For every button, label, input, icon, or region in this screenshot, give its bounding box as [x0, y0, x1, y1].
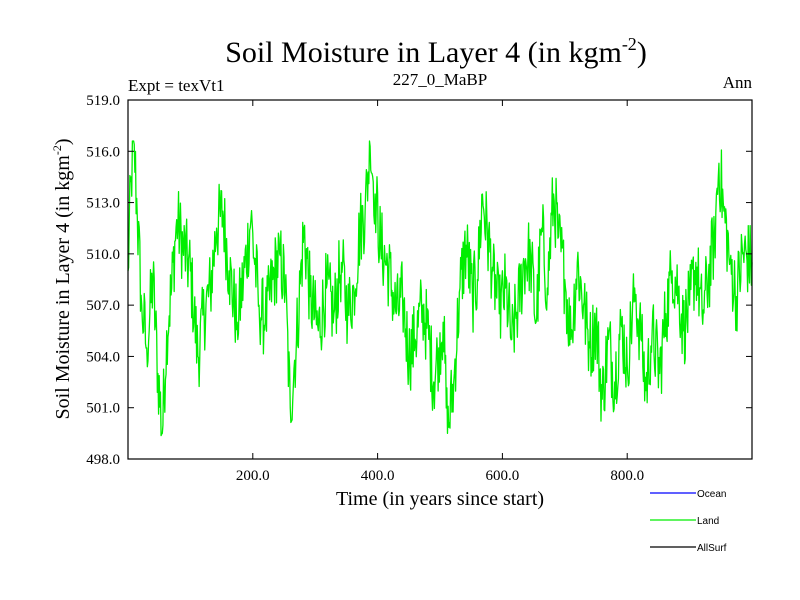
subtitle-season: Ann: [723, 73, 753, 92]
y-tick-label: 513.0: [86, 196, 120, 212]
series-line-land: [127, 140, 753, 437]
y-tick-label: 519.0: [86, 93, 120, 109]
y-axis-ticks: 498.0 501.0 504.0 507.0 510.0 513.0 516.0 519.0: [86, 93, 752, 468]
plot-frame: [127, 99, 753, 460]
chart-title-superscript: -2: [622, 34, 637, 54]
x-axis-ticks: 200.0 400.0 600.0 800.0: [236, 100, 644, 484]
y-tick-label: 507.0: [86, 298, 120, 314]
legend-label-allsurf: AllSurf: [697, 543, 727, 554]
y-tick-label: 501.0: [86, 401, 120, 417]
x-tick-label: 200.0: [236, 468, 270, 484]
subtitle-period: 227_0_MaBP: [393, 70, 487, 89]
legend: Ocean Land AllSurf: [650, 489, 727, 554]
legend-label-ocean: Ocean: [697, 489, 726, 500]
y-axis-label-superscript: -2: [50, 145, 64, 155]
y-axis-label: Soil Moisture in Layer 4 (in kgm-2): [50, 138, 74, 419]
x-tick-label: 600.0: [486, 468, 520, 484]
y-tick-label: 516.0: [86, 144, 120, 160]
y-tick-label: 510.0: [86, 247, 120, 263]
y-tick-label: 504.0: [86, 349, 120, 365]
chart-title: Soil Moisture in Layer 4 (in kgm-2): [225, 34, 647, 69]
y-tick-label: 498.0: [86, 452, 120, 468]
x-tick-label: 800.0: [610, 468, 644, 484]
subtitle-experiment: Expt = texVt1: [128, 76, 224, 95]
x-axis-label: Time (in years since start): [336, 488, 544, 510]
legend-label-land: Land: [697, 516, 719, 527]
x-tick-label: 400.0: [361, 468, 395, 484]
